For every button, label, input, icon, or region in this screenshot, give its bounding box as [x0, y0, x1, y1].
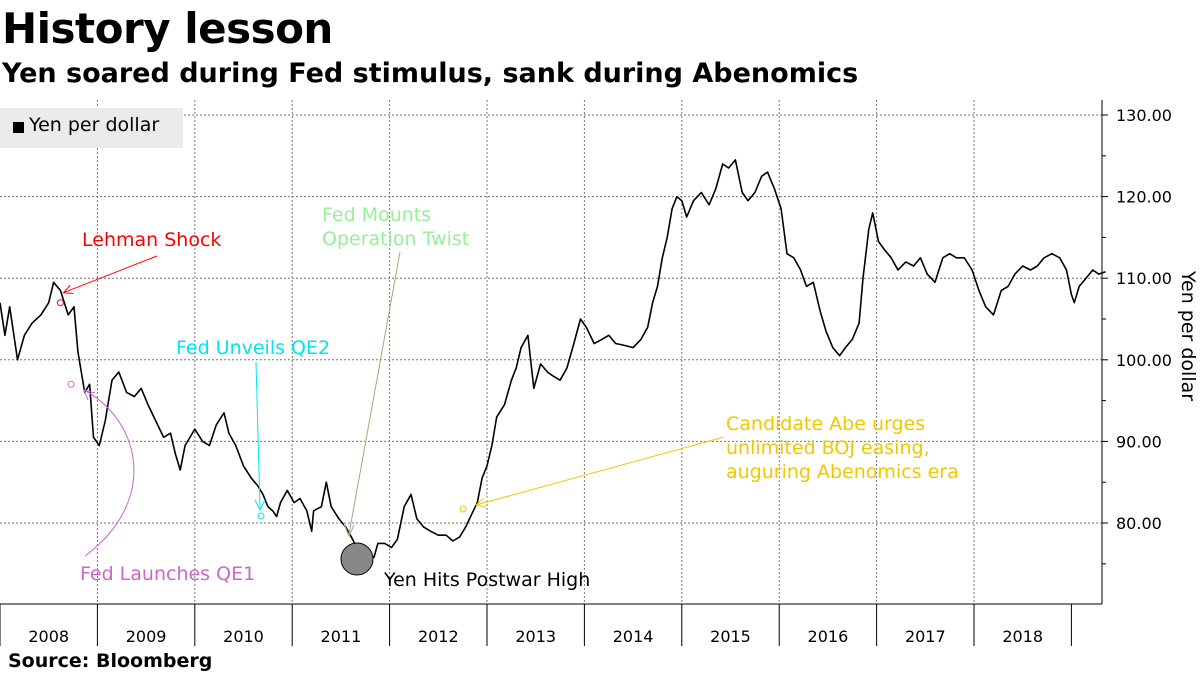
x-tick-label: 2011 [321, 627, 362, 646]
abe-arrow [475, 436, 725, 506]
chart-title: History lesson [2, 4, 333, 53]
x-tick-label: 2009 [126, 627, 167, 646]
twist-arrow [348, 251, 401, 535]
x-tick-label: 2016 [808, 627, 849, 646]
y-tick-label: 130.00 [1116, 106, 1172, 125]
y-tick-label: 90.00 [1116, 432, 1162, 451]
annotation-postwar-text: Yen Hits Postwar High [383, 569, 590, 591]
annotation-lehman-text: Lehman Shock [82, 229, 221, 251]
legend-box [0, 108, 183, 148]
x-tick-label: 2018 [1002, 627, 1043, 646]
source-note: Source: Bloomberg [8, 650, 213, 672]
x-tick-label: 2008 [28, 627, 69, 646]
y-tick-label: 110.00 [1116, 269, 1172, 288]
qe1-marker [67, 380, 75, 388]
x-tick-label: 2010 [223, 627, 264, 646]
y-tick-label: 120.00 [1116, 188, 1172, 207]
annotation-abe-text: auguring Abenomics era [726, 461, 959, 483]
qe2-marker [257, 512, 265, 520]
qe2-arrowhead [254, 499, 266, 512]
legend-label: Yen per dollar [29, 114, 160, 136]
qe2-arrow [255, 361, 261, 509]
yen-per-dollar-line [0, 159, 1106, 559]
lehman-arrow [63, 255, 158, 294]
annotation-qe1-text: Fed Launches QE1 [80, 563, 255, 585]
abe-marker [459, 505, 467, 513]
y-axis-label: Yen per dollar [1177, 270, 1199, 401]
qe1-curve [83, 389, 135, 557]
y-tick-label: 100.00 [1116, 351, 1172, 370]
y-tick-label: 80.00 [1116, 514, 1162, 533]
annotation-qe2-text: Fed Unveils QE2 [176, 337, 330, 359]
annotation-twist-text: Fed Mounts [322, 204, 431, 226]
x-tick-label: 2014 [613, 627, 654, 646]
x-tick-label: 2015 [710, 627, 751, 646]
x-tick-label: 2012 [418, 627, 459, 646]
lehman-marker [56, 299, 64, 307]
annotation-twist-text: Operation Twist [322, 228, 469, 250]
x-tick-label: 2013 [515, 627, 556, 646]
chart-subtitle: Yen soared during Fed stimulus, sank dur… [2, 58, 859, 89]
annotation-abe-text: Candidate Abe urges [726, 413, 925, 435]
abe-arrowhead [474, 498, 486, 508]
annotation-abe-text: unlimited BOJ easing, [726, 437, 930, 459]
postwar-high-marker [340, 542, 374, 576]
qe1-arrowhead [83, 389, 96, 401]
twist-arrowhead [343, 523, 355, 538]
legend-swatch [13, 122, 24, 133]
x-tick-label: 2017 [905, 627, 946, 646]
lehman-arrowhead [62, 285, 74, 294]
